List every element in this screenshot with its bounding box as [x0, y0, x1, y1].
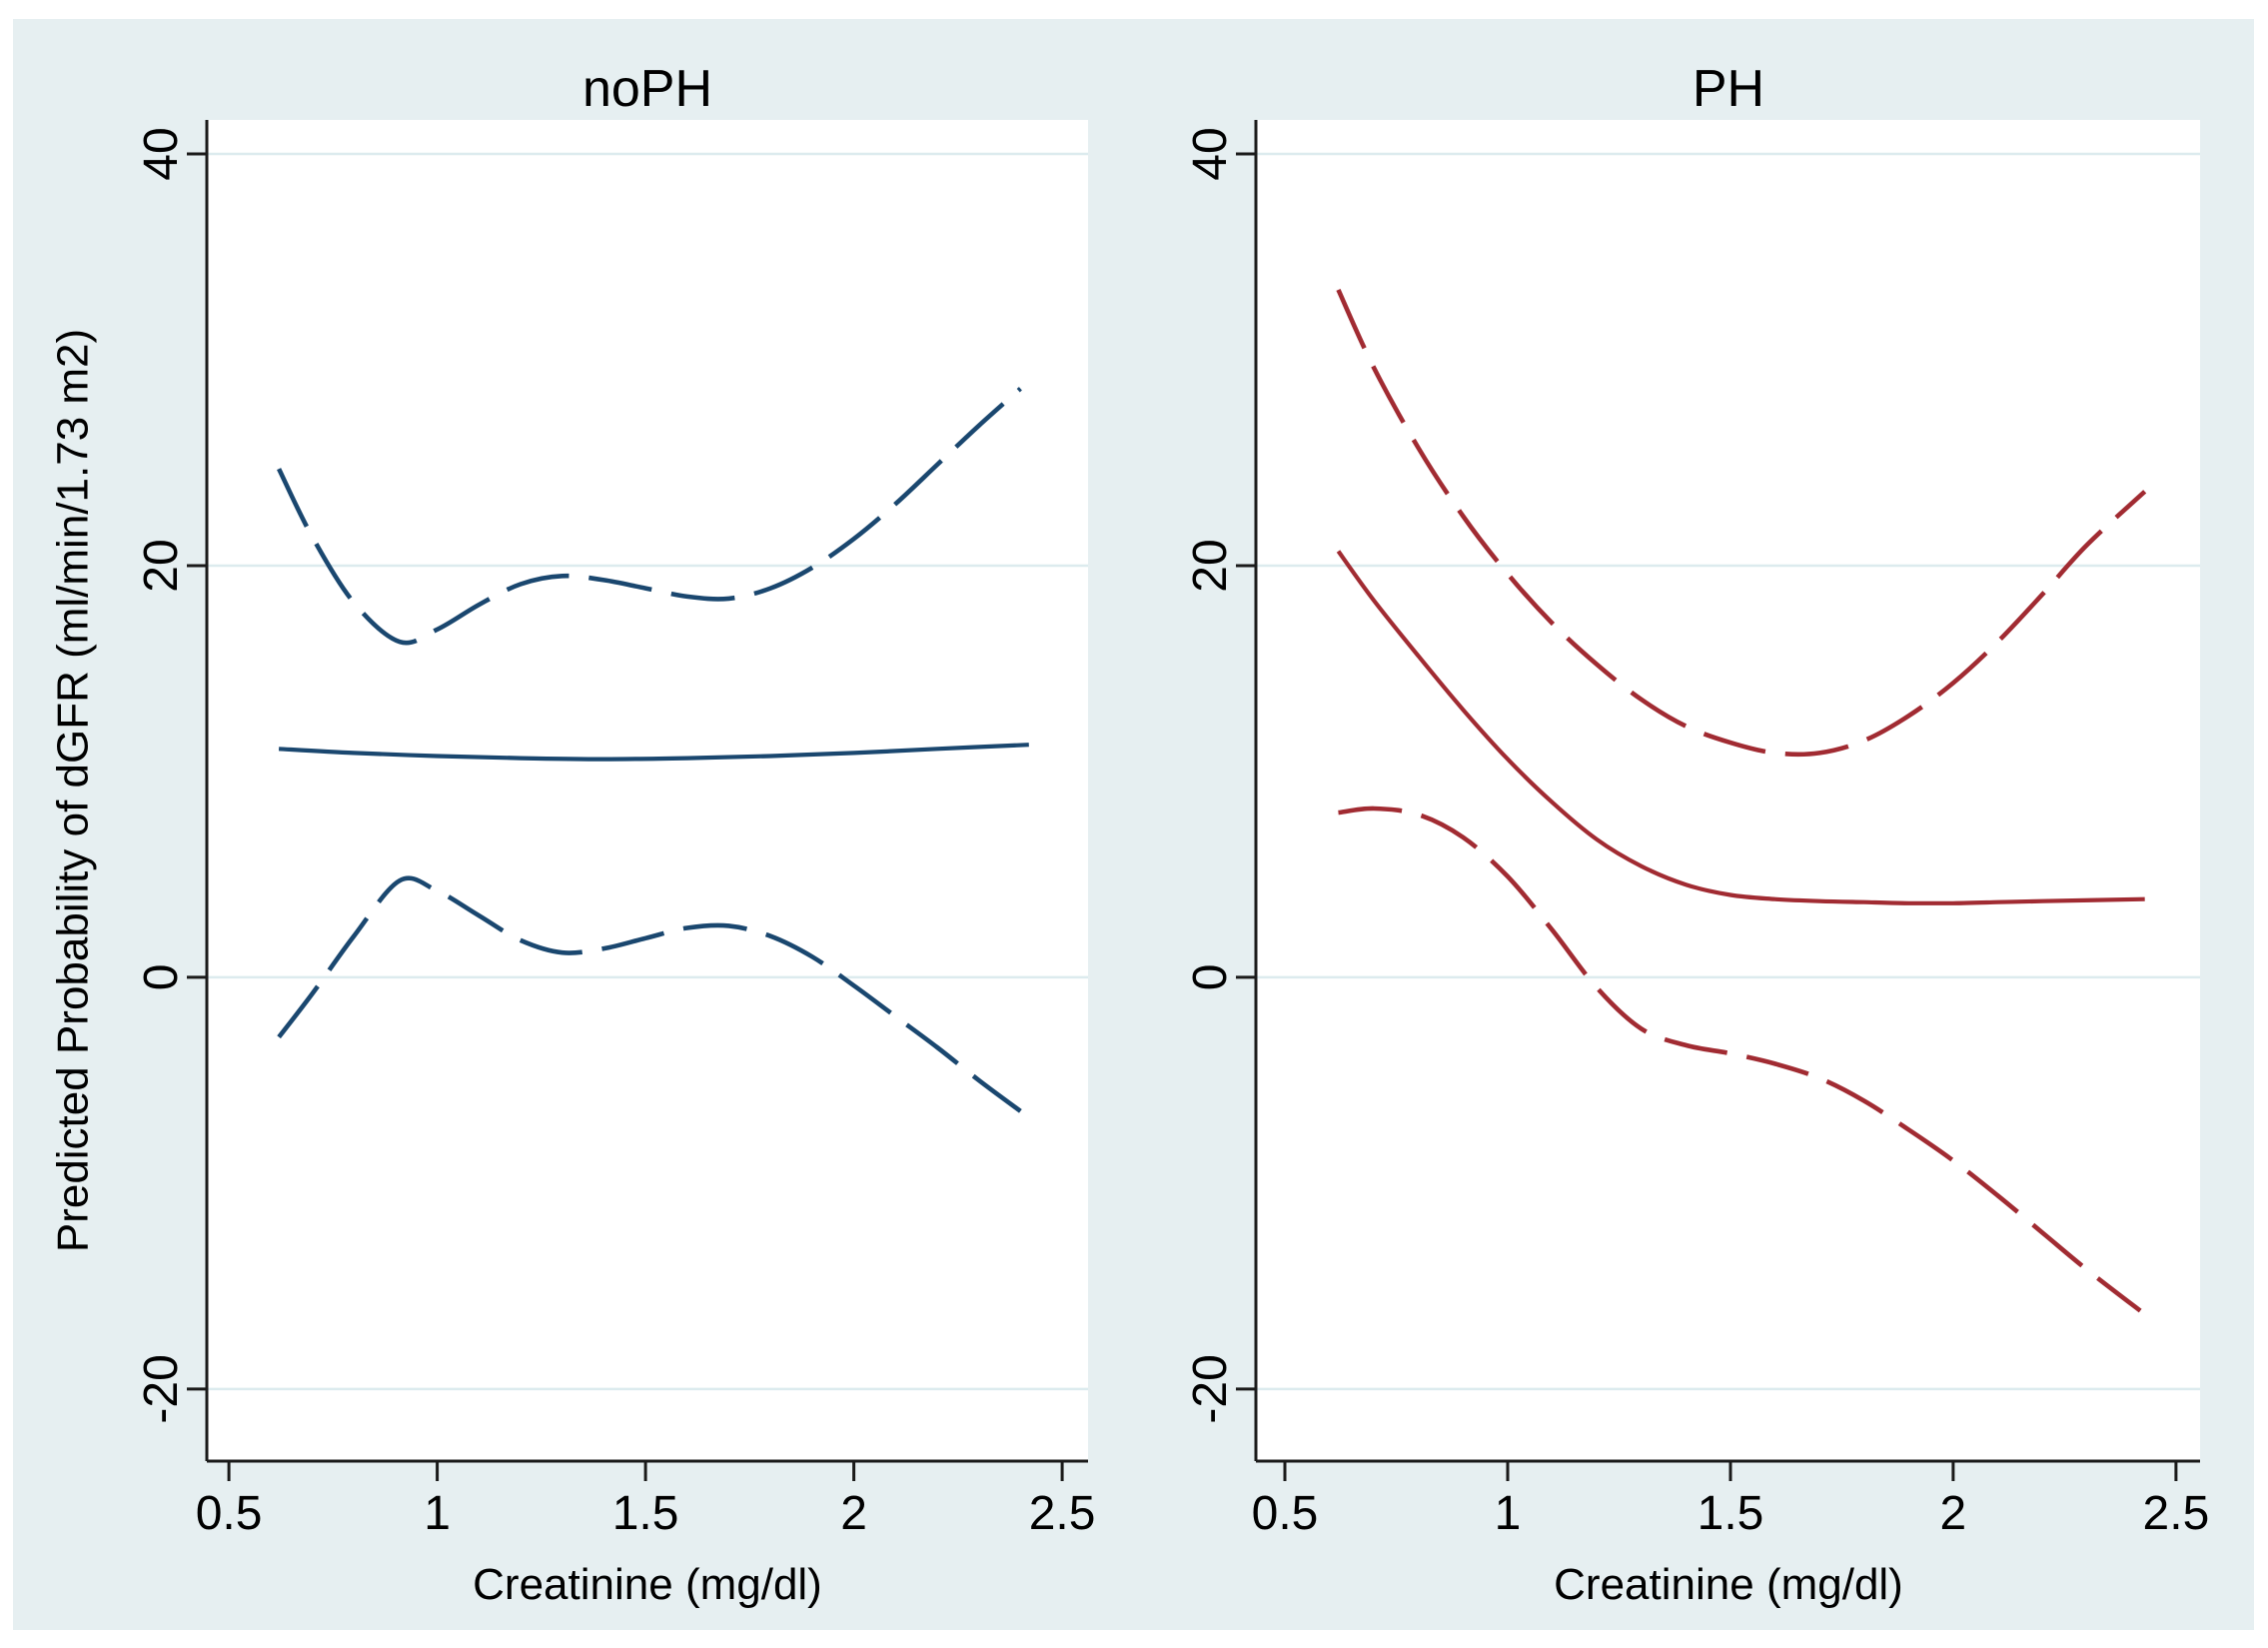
x-axis-title-noPH: Creatinine (mg/dl): [473, 1560, 822, 1609]
plot-area-PH: [1256, 120, 2200, 1461]
x-tick-label-0.5: 0.5: [1252, 1487, 1319, 1540]
PH-upper-ci-line: [1336, 288, 2147, 758]
PH-lower-ci-line: [1338, 806, 2142, 1313]
y-tick-label-0: 0: [135, 964, 188, 991]
noPH-upper-ci-line: [277, 387, 1022, 646]
y-tick-label--20: -20: [1184, 1354, 1237, 1423]
noPH-fit-line: [278, 743, 1029, 762]
y-tick-label-20: 20: [1184, 539, 1237, 592]
panel-title-PH: PH: [1693, 60, 1764, 118]
axes-noPH: [187, 120, 1088, 1481]
y-tick-label-40: 40: [1184, 127, 1237, 180]
panel-title-noPH: noPH: [582, 60, 712, 118]
x-tick-label-1: 1: [424, 1487, 451, 1540]
x-tick-label-2.5: 2.5: [2143, 1487, 2210, 1540]
axes-PH: [1236, 120, 2200, 1481]
x-tick-label-2.5: 2.5: [1029, 1487, 1096, 1540]
y-axis-title: Predicted Probability of dGFR (ml/min/1.…: [48, 329, 97, 1252]
y-tick-label-40: 40: [135, 127, 188, 180]
plot-area-noPH: [207, 120, 1088, 1461]
gridlines-noPH: [207, 152, 1088, 1391]
tick-labels-PH: 40 20 0 -20 0.5 1 1.5 2 2.5: [1184, 127, 2210, 1540]
x-tick-label-1.5: 1.5: [1698, 1487, 1764, 1540]
x-tick-label-2: 2: [840, 1487, 867, 1540]
series-PH: [1336, 288, 2147, 1313]
x-tick-label-0.5: 0.5: [196, 1487, 263, 1540]
x-tick-label-1.5: 1.5: [612, 1487, 679, 1540]
PH-fit-line: [1336, 550, 2145, 905]
panel-noPH: 40 20 0 -20 0.5 1 1.5 2 2.5 noPH Creatinine (mg/…: [135, 60, 1096, 1609]
panel-PH: 40 20 0 -20 0.5 1 1.5 2 2.5 PH Creatinine (mg/dl…: [1184, 60, 2210, 1609]
y-tick-label-20: 20: [135, 539, 188, 592]
y-tick-label-0: 0: [1184, 964, 1237, 991]
series-noPH: [277, 387, 1029, 1113]
x-tick-label-1: 1: [1495, 1487, 1522, 1540]
gridlines-PH: [1256, 152, 2200, 1391]
x-tick-label-2: 2: [1940, 1487, 1967, 1540]
tick-labels-noPH: 40 20 0 -20 0.5 1 1.5 2 2.5: [135, 127, 1096, 1540]
y-tick-label--20: -20: [135, 1354, 188, 1423]
x-axis-title-PH: Creatinine (mg/dl): [1554, 1560, 1903, 1609]
noPH-lower-ci-line: [277, 875, 1022, 1113]
